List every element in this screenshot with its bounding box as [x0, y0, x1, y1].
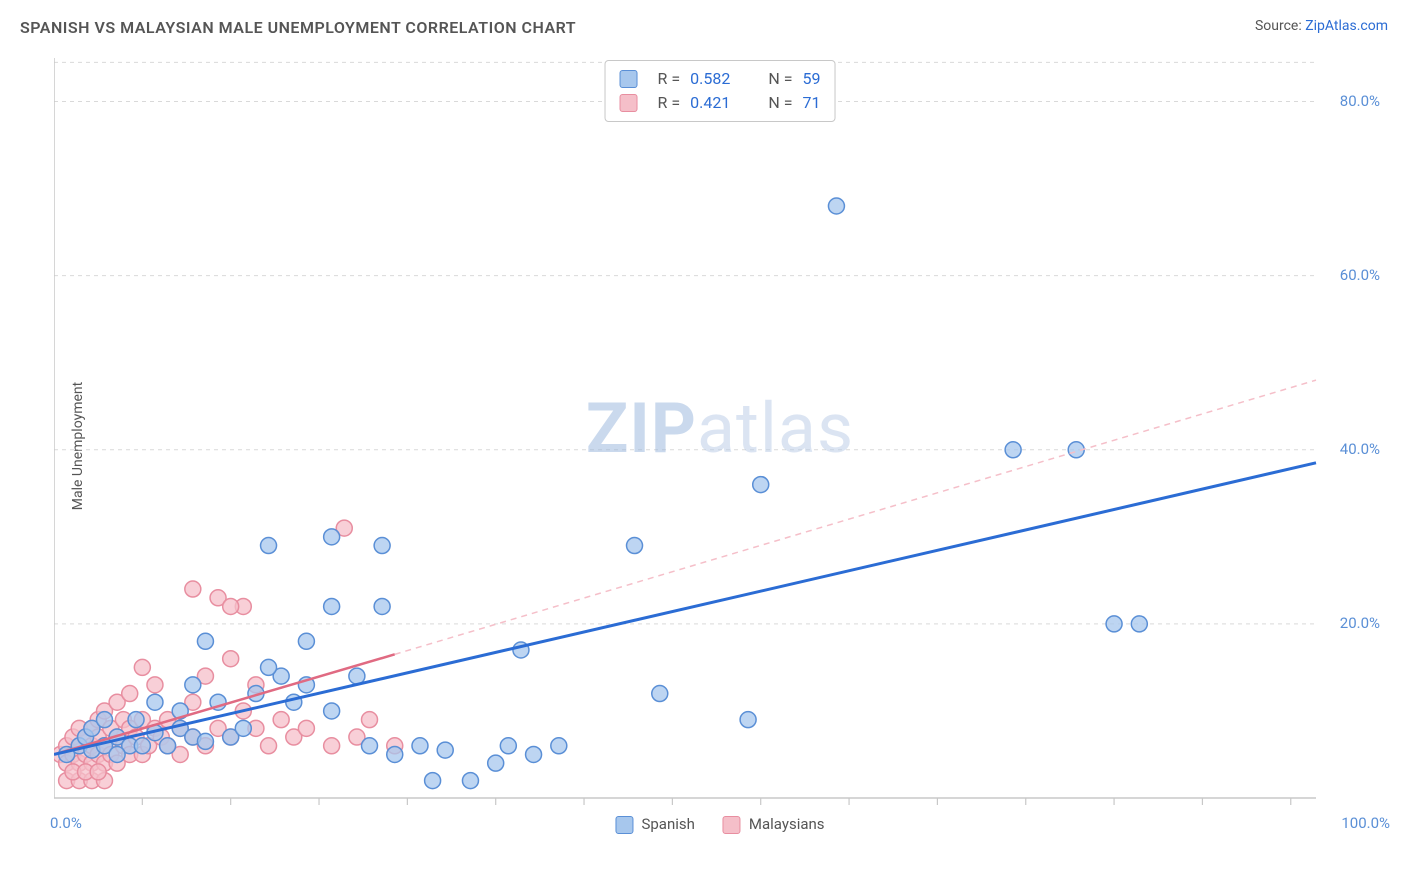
legend-swatch-malaysian [723, 816, 741, 834]
source-link[interactable]: ZipAtlas.com [1305, 18, 1388, 34]
legend-item-malaysian: Malaysians [723, 815, 825, 834]
n-label-2: N = [764, 91, 794, 115]
series-legend: Spanish Malaysians [615, 815, 824, 834]
legend-item-spanish: Spanish [615, 815, 694, 834]
x-tick-0: 0.0% [50, 814, 82, 832]
chart-container: SPANISH VS MALAYSIAN MALE UNEMPLOYMENT C… [0, 0, 1406, 892]
r-value-malaysian: 0.421 [690, 91, 730, 115]
plot-area: ZIPatlas R = 0.582 N = 59 R = 0.421 N = … [54, 58, 1386, 830]
stats-legend-box: R = 0.582 N = 59 R = 0.421 N = 71 [605, 60, 836, 122]
y-tick-40: 40.0% [1340, 440, 1380, 458]
chart-title: SPANISH VS MALAYSIAN MALE UNEMPLOYMENT C… [20, 18, 576, 37]
legend-swatch-spanish [615, 816, 633, 834]
y-tick-60: 60.0% [1340, 266, 1380, 284]
swatch-spanish [620, 70, 638, 88]
source-attribution: Source: ZipAtlas.com [1255, 18, 1388, 34]
n-value-malaysian: 71 [802, 91, 820, 115]
legend-label-malaysian: Malaysians [749, 815, 825, 833]
n-value-spanish: 59 [802, 67, 820, 91]
n-label: N = [764, 67, 794, 91]
r-value-spanish: 0.582 [690, 67, 730, 91]
r-label: R = [654, 67, 683, 91]
stats-row-spanish: R = 0.582 N = 59 [620, 67, 821, 91]
scatter-svg [54, 58, 1386, 830]
source-prefix: Source: [1255, 18, 1305, 34]
y-tick-80: 80.0% [1340, 92, 1380, 110]
legend-label-spanish: Spanish [641, 815, 694, 833]
x-tick-100: 100.0% [1341, 814, 1390, 832]
y-tick-20: 20.0% [1340, 614, 1380, 632]
stats-row-malaysian: R = 0.421 N = 71 [620, 91, 821, 115]
swatch-malaysian [620, 94, 638, 112]
r-label-2: R = [654, 91, 683, 115]
